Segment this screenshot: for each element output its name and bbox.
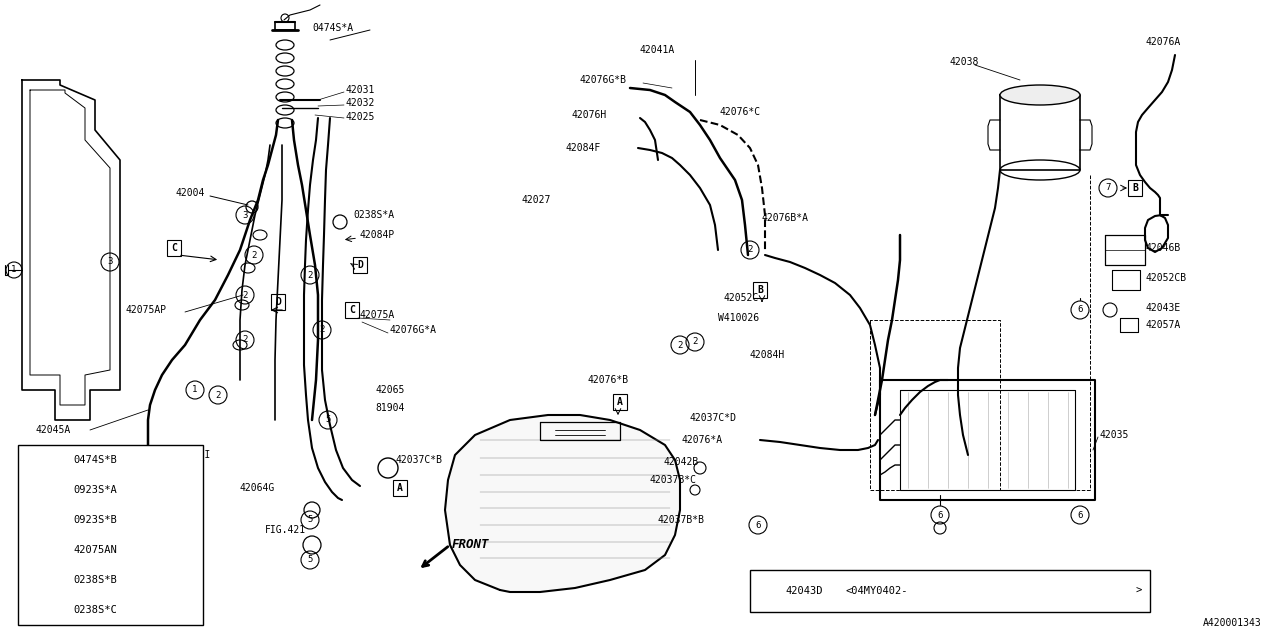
Text: 0238S*B: 0238S*B (73, 575, 116, 585)
Text: W410026: W410026 (718, 313, 759, 323)
Text: 42004: 42004 (175, 188, 205, 198)
Text: D: D (275, 297, 280, 307)
Text: A: A (397, 483, 403, 493)
FancyBboxPatch shape (18, 445, 204, 625)
Text: 42076H: 42076H (572, 110, 607, 120)
Text: 6: 6 (1078, 305, 1083, 314)
Text: 5: 5 (325, 415, 330, 424)
Text: 42057A: 42057A (1146, 320, 1180, 330)
Text: 42076G*A: 42076G*A (390, 325, 436, 335)
Text: 3: 3 (242, 211, 248, 220)
Text: 1: 1 (40, 456, 46, 465)
Text: 2: 2 (677, 340, 682, 349)
Text: 42037B*C: 42037B*C (650, 475, 698, 485)
Text: 0474S*B: 0474S*B (73, 455, 116, 465)
FancyBboxPatch shape (750, 570, 1149, 612)
Text: 2: 2 (692, 337, 698, 346)
Text: 42052C-: 42052C- (724, 293, 765, 303)
Text: 42052CB: 42052CB (1146, 273, 1187, 283)
Text: 42076*A: 42076*A (682, 435, 723, 445)
Text: B: B (756, 285, 763, 295)
Text: 2: 2 (748, 246, 753, 255)
Polygon shape (445, 415, 680, 592)
Text: 42025: 42025 (346, 112, 374, 122)
Text: 42064G: 42064G (241, 483, 275, 493)
Text: 42027: 42027 (522, 195, 552, 205)
Text: 42076B*A: 42076B*A (762, 213, 809, 223)
Text: 7: 7 (762, 586, 767, 595)
Text: 3: 3 (40, 515, 46, 525)
Text: 6: 6 (755, 520, 760, 529)
Text: 4: 4 (40, 545, 46, 554)
Text: A: A (617, 397, 623, 407)
Text: 42037C*D: 42037C*D (690, 413, 737, 423)
Text: 5: 5 (40, 575, 46, 584)
Text: 3: 3 (108, 257, 113, 266)
Text: 42032: 42032 (346, 98, 374, 108)
Text: 1: 1 (192, 385, 197, 394)
Text: 5: 5 (307, 515, 312, 525)
Text: A420001343: A420001343 (1203, 618, 1262, 628)
Text: 42037C*B: 42037C*B (396, 455, 442, 465)
Text: 2: 2 (242, 335, 248, 344)
Text: 42064I: 42064I (175, 450, 210, 460)
Text: 42042B: 42042B (664, 457, 699, 467)
Text: 42076A: 42076A (1146, 37, 1180, 47)
Text: 2: 2 (251, 250, 257, 259)
Text: >: > (1135, 586, 1142, 596)
Text: 81904: 81904 (375, 403, 404, 413)
Text: 0923S*B: 0923S*B (73, 515, 116, 525)
Text: 2: 2 (242, 291, 248, 300)
Text: 2: 2 (215, 390, 220, 399)
Text: 0923S*A: 0923S*A (73, 485, 116, 495)
Text: 42084F: 42084F (566, 143, 602, 153)
Text: 42075AN: 42075AN (73, 545, 116, 555)
Text: C: C (349, 305, 355, 315)
Text: 2: 2 (319, 326, 325, 335)
Text: 42046B: 42046B (1146, 243, 1180, 253)
Text: 42084P: 42084P (360, 230, 396, 240)
Text: FRONT: FRONT (452, 538, 489, 552)
Text: 42076*C: 42076*C (719, 107, 762, 117)
Text: 42045A: 42045A (35, 425, 70, 435)
Text: 6: 6 (1078, 511, 1083, 520)
Text: 1: 1 (12, 266, 17, 275)
Text: B: B (1132, 183, 1138, 193)
Text: 7: 7 (1106, 184, 1111, 193)
Text: 42043D: 42043D (785, 586, 823, 596)
Text: 42041A: 42041A (640, 45, 676, 55)
Text: 6: 6 (40, 605, 46, 614)
Text: 42038: 42038 (950, 57, 979, 67)
Text: 5: 5 (307, 556, 312, 564)
Text: 42084H: 42084H (750, 350, 785, 360)
Text: 0238S*C: 0238S*C (73, 605, 116, 615)
Text: 42065: 42065 (375, 385, 404, 395)
Text: D: D (357, 260, 364, 270)
Text: 6: 6 (937, 511, 942, 520)
Text: 42075AP: 42075AP (125, 305, 166, 315)
Text: 42031: 42031 (346, 85, 374, 95)
Text: 42075A: 42075A (360, 310, 396, 320)
Text: 42076*B: 42076*B (588, 375, 630, 385)
Text: 2: 2 (40, 486, 46, 495)
Text: 2: 2 (307, 271, 312, 280)
Text: 42076G*B: 42076G*B (580, 75, 627, 85)
Text: FIG.421: FIG.421 (265, 525, 306, 535)
Text: 42035: 42035 (1100, 430, 1129, 440)
Text: C: C (172, 243, 177, 253)
Text: 42045: 42045 (175, 467, 205, 477)
Text: 42043E: 42043E (1146, 303, 1180, 313)
Text: 42037B*B: 42037B*B (658, 515, 705, 525)
Ellipse shape (1000, 85, 1080, 105)
Text: 0238S*A: 0238S*A (353, 210, 394, 220)
Text: 0474S*A: 0474S*A (312, 23, 353, 33)
Text: <04MY0402-: <04MY0402- (845, 586, 908, 596)
